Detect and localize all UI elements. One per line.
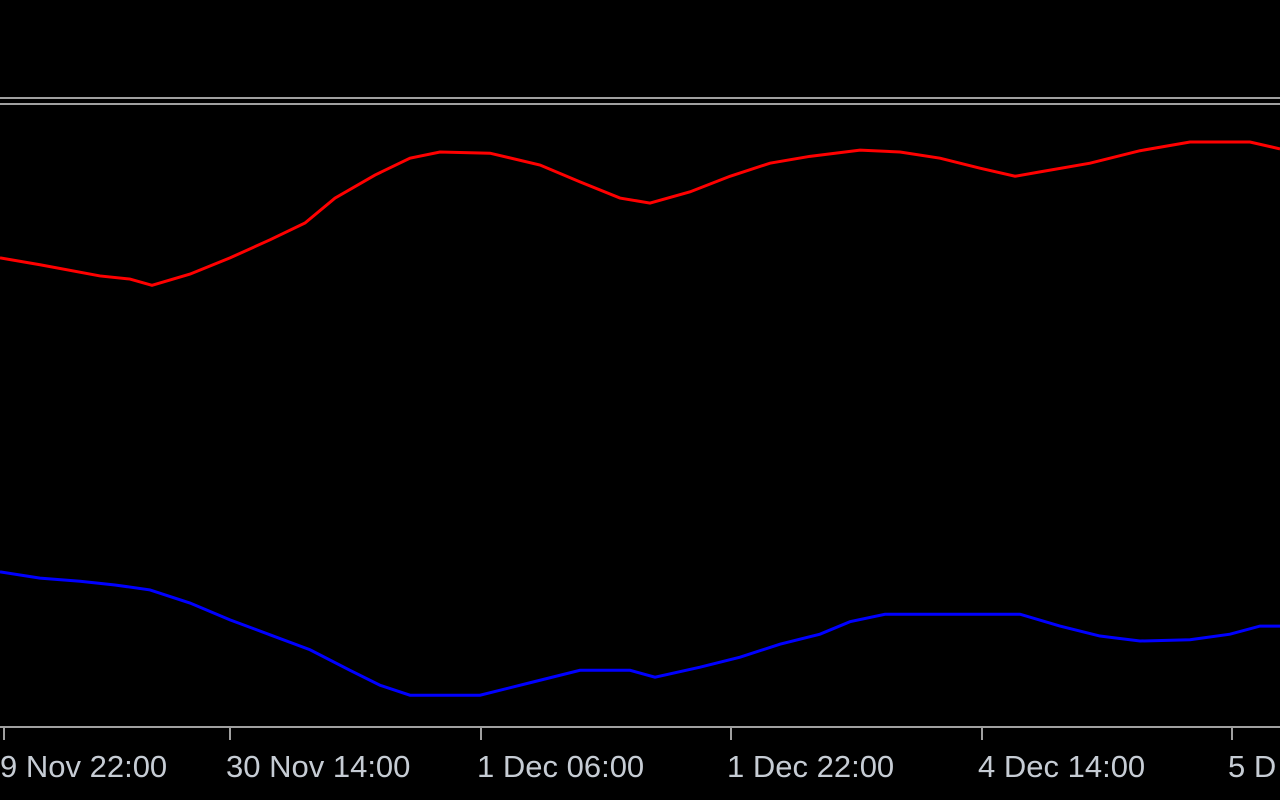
x-tick-label: 30 Nov 14:00 — [226, 749, 410, 784]
x-tick-label: 1 Dec 22:00 — [727, 749, 894, 784]
x-tick-label: 4 Dec 14:00 — [978, 749, 1145, 784]
series-line — [0, 570, 1280, 697]
x-tick-label: 1 Dec 06:00 — [477, 749, 644, 784]
x-tick-label: 5 D — [1228, 749, 1276, 784]
x-tick-label: 9 Nov 22:00 — [0, 749, 167, 784]
series-line — [0, 140, 1280, 287]
